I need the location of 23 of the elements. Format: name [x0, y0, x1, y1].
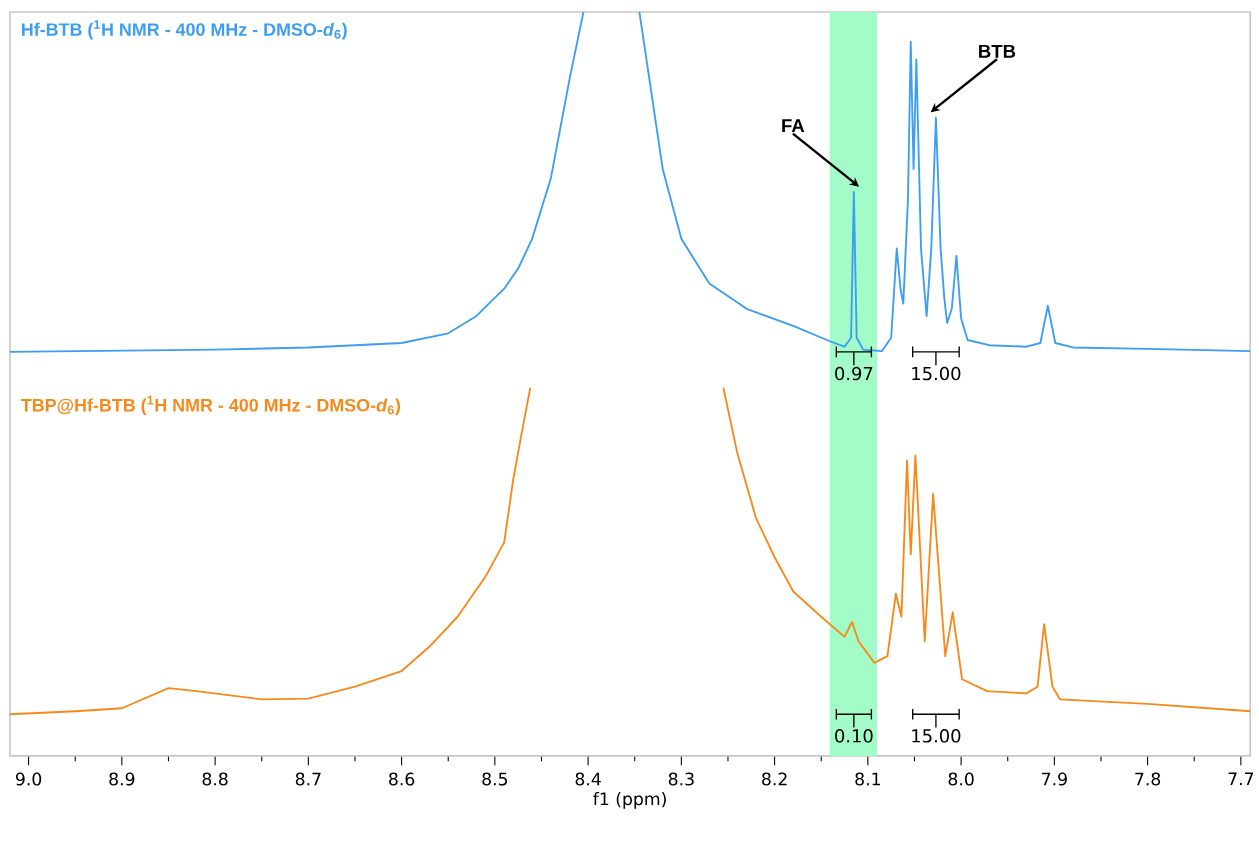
- x-tick-label: 8.8: [202, 772, 228, 786]
- x-tick-label: 8.2: [762, 772, 787, 786]
- annotation: 0.10: [835, 728, 873, 743]
- x-axis-title: f1 (ppm): [593, 791, 666, 809]
- annotation: 15.00: [912, 728, 961, 743]
- text: TBP@Hf-BTB ($^{1}$H NMR - 400 MHz - DMSO-d$_{6}$): [21, 395, 401, 415]
- x-tick-label: 7.7: [1228, 772, 1254, 785]
- x-tick-label: 9.0: [15, 772, 42, 786]
- x-tick-label: 8.1: [855, 772, 880, 786]
- annotation: BTB: [979, 44, 1016, 58]
- x-tick-label: 7.8: [1135, 772, 1161, 786]
- annotation: 15.00: [912, 366, 961, 381]
- x-tick-label: 8.4: [575, 772, 601, 786]
- annotation: FA: [782, 119, 805, 132]
- x-tick-label: 8.6: [389, 772, 415, 786]
- x-tick-label: 8.0: [948, 772, 974, 786]
- x-tick-label: 8.5: [482, 772, 508, 786]
- x-tick-label: 7.9: [1042, 772, 1067, 786]
- x-tick-label: 8.3: [668, 772, 694, 786]
- text: Hf-BTB ($^{1}$H NMR - 400 MHz - DMSO-d$_{6}$): [22, 19, 347, 40]
- x-tick-label: 8.7: [295, 772, 321, 786]
- annotation: 0.97: [835, 366, 873, 381]
- x-tick-label: 8.9: [109, 772, 135, 786]
